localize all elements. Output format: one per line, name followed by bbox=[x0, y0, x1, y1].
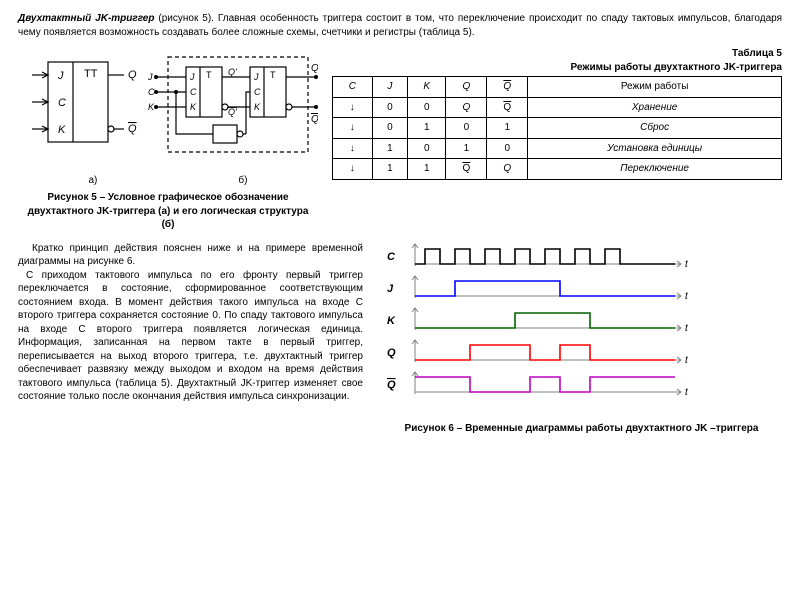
svg-text:Q: Q bbox=[311, 114, 318, 125]
table5-cell: Q bbox=[487, 159, 528, 180]
intro-paragraph: Двухтактный JK-триггер (рисунок 5). Глав… bbox=[18, 12, 782, 39]
svg-text:TT: TT bbox=[84, 68, 98, 80]
table5-cell: Сброс bbox=[528, 118, 782, 139]
table5-row: ↓0101Сброс bbox=[333, 118, 782, 139]
svg-text:C: C bbox=[254, 87, 261, 97]
svg-text:C: C bbox=[58, 97, 66, 109]
table5-cell: 0 bbox=[408, 97, 446, 118]
table5-cell: Q bbox=[446, 97, 487, 118]
svg-text:J: J bbox=[189, 72, 195, 82]
svg-text:J: J bbox=[57, 70, 64, 82]
table5-header: J bbox=[372, 77, 408, 98]
table5-cell: 1 bbox=[408, 118, 446, 139]
table5-cell: 0 bbox=[372, 97, 408, 118]
table5-row: ↓1010Установка единицы bbox=[333, 138, 782, 159]
figure5-caption: Рисунок 5 – Условное графическое обознач… bbox=[18, 191, 318, 232]
table5-header: Режим работы bbox=[528, 77, 782, 98]
svg-text:J: J bbox=[147, 72, 153, 82]
table5-row: ↓00QQХранение bbox=[333, 97, 782, 118]
table5-cell: 1 bbox=[446, 138, 487, 159]
explain-p1: Кратко принцип действия пояснен ниже и н… bbox=[18, 242, 363, 269]
table5-cell: 1 bbox=[372, 138, 408, 159]
svg-text:C: C bbox=[148, 87, 155, 97]
svg-text:Q: Q bbox=[387, 379, 396, 391]
table5-cell: Хранение bbox=[528, 97, 782, 118]
table5-cell: Переключение bbox=[528, 159, 782, 180]
table5-subtitle: Режимы работы двухтактного JK-триггера bbox=[332, 61, 782, 75]
figure6-block: t Ct Jt Kt Qt Q Рисунок 6 – Временные диаграм… bbox=[381, 242, 782, 436]
figure5-svg: JCKTTQQJCKTJCKTQ'Q'JCKQQ bbox=[18, 47, 318, 167]
svg-text:K: K bbox=[254, 102, 261, 112]
fig5-b-label: б) bbox=[238, 174, 247, 188]
svg-text:Q': Q' bbox=[228, 107, 237, 117]
svg-text:t: t bbox=[685, 259, 689, 270]
svg-text:C: C bbox=[190, 87, 197, 97]
table5-cell: 0 bbox=[446, 118, 487, 139]
svg-text:T: T bbox=[206, 70, 212, 80]
svg-text:K: K bbox=[58, 124, 66, 136]
svg-text:Q': Q' bbox=[228, 67, 237, 77]
explain-p2: С приходом тактового импульса по его фро… bbox=[18, 269, 363, 404]
table5-header: Q bbox=[446, 77, 487, 98]
svg-text:Q: Q bbox=[128, 123, 137, 135]
svg-text:J: J bbox=[253, 72, 259, 82]
table5-cell: Установка единицы bbox=[528, 138, 782, 159]
figure6-caption: Рисунок 6 – Временные диаграммы работы д… bbox=[381, 422, 782, 436]
table5-cell: 0 bbox=[372, 118, 408, 139]
svg-text:Q: Q bbox=[128, 69, 137, 81]
svg-text:Q: Q bbox=[311, 63, 318, 74]
svg-text:t: t bbox=[685, 291, 689, 302]
table5-cell: 1 bbox=[408, 159, 446, 180]
svg-text:T: T bbox=[270, 70, 276, 80]
table5-cell: Q bbox=[487, 97, 528, 118]
svg-text:t: t bbox=[685, 355, 689, 366]
svg-text:C: C bbox=[387, 251, 396, 263]
table5-header: Q bbox=[487, 77, 528, 98]
figure5-diagrams: JCKTTQQJCKTJCKTQ'Q'JCKQQ а) б) Рисунок 5… bbox=[18, 47, 318, 232]
svg-text:K: K bbox=[387, 315, 396, 327]
table5-cell: 1 bbox=[487, 118, 528, 139]
figure6-svg: t Ct Jt Kt Qt Q bbox=[381, 242, 701, 412]
table5-cell: Q bbox=[446, 159, 487, 180]
table5: СJKQQРежим работы↓00QQХранение↓0101Сброс… bbox=[332, 76, 782, 180]
svg-text:t: t bbox=[685, 387, 689, 398]
table5-cell: ↓ bbox=[333, 159, 373, 180]
table5-header: K bbox=[408, 77, 446, 98]
table5-cell: ↓ bbox=[333, 118, 373, 139]
svg-text:J: J bbox=[387, 283, 394, 295]
intro-lead: Двухтактный JK-триггер bbox=[18, 13, 154, 24]
table5-cell: 0 bbox=[408, 138, 446, 159]
table5-cell: ↓ bbox=[333, 97, 373, 118]
svg-text:t: t bbox=[685, 323, 689, 334]
fig5-a-label: а) bbox=[89, 174, 98, 188]
table5-cell: 0 bbox=[487, 138, 528, 159]
svg-text:K: K bbox=[190, 102, 197, 112]
table5-row: ↓11QQПереключение bbox=[333, 159, 782, 180]
table5-cell: 1 bbox=[372, 159, 408, 180]
svg-text:K: K bbox=[148, 102, 155, 112]
explanation-block: Кратко принцип действия пояснен ниже и н… bbox=[18, 242, 363, 436]
table5-cell: ↓ bbox=[333, 138, 373, 159]
svg-text:Q: Q bbox=[387, 347, 396, 359]
table5-header: С bbox=[333, 77, 373, 98]
table5-title: Таблица 5 bbox=[332, 47, 782, 61]
